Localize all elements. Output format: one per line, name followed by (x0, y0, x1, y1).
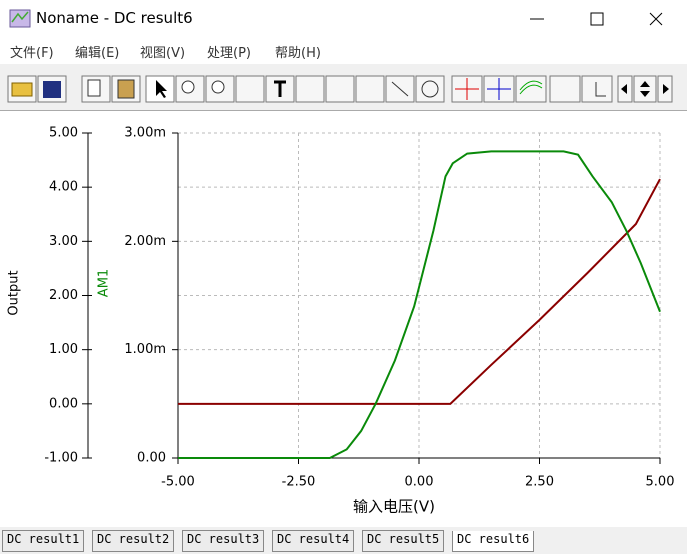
paste-icon (117, 79, 135, 99)
y-tick-label: 5.00 (49, 126, 78, 141)
tool-button[interactable] (325, 75, 355, 103)
tab[interactable]: DC result5 (362, 530, 445, 552)
y2-tick-label: 0.00 (137, 451, 166, 466)
tab[interactable]: DC result6 (452, 531, 535, 552)
scroll-arrows (621, 81, 669, 97)
circle-button[interactable] (415, 75, 445, 103)
y-axis-label: Output (7, 270, 22, 315)
tool-icon (595, 82, 606, 97)
copy-icon (87, 79, 101, 97)
tool-button[interactable] (295, 75, 325, 103)
toolbar (0, 66, 687, 111)
x-tick-label: 0.00 (405, 475, 434, 490)
y-tick-label: 0.00 (49, 396, 78, 411)
tool-button[interactable] (581, 75, 613, 103)
chart: 输入电压(V) Output AM1 -1.00 0.00 1.00 2.00 3.00… (0, 111, 687, 527)
menu-item[interactable]: 编辑(E) (75, 46, 120, 61)
grid-button[interactable] (235, 75, 265, 103)
curves-icon (519, 80, 543, 95)
cursor-icon (487, 78, 511, 100)
x-axis-label: 输入电压(V) (353, 498, 435, 516)
folder-icon (11, 82, 33, 97)
close-button[interactable] (649, 12, 663, 26)
x-tick-label: 5.00 (646, 475, 675, 490)
series-line (178, 178, 661, 405)
toolbar-icons (7, 75, 673, 103)
zoom-icon (211, 80, 225, 94)
series-line (178, 150, 661, 459)
y2-axis-label: AM1 (97, 269, 112, 297)
menu-item[interactable]: 视图(V) (140, 46, 186, 61)
app-icon-line (11, 11, 29, 23)
tab[interactable]: DC result2 (92, 530, 175, 552)
text-icon (274, 80, 286, 97)
app-icon (9, 9, 31, 28)
tool-button[interactable] (355, 75, 385, 103)
tab[interactable]: DC result1 (2, 530, 85, 552)
maximize-button[interactable] (590, 12, 604, 26)
tab-bar: DC result1 DC result2 DC result3 DC resu… (0, 528, 687, 554)
x-tick-label: 2.50 (525, 475, 554, 490)
disk-icon (43, 81, 61, 98)
y-tick-label: 2.00 (49, 288, 78, 303)
chart-background (0, 111, 687, 527)
tab[interactable]: DC result4 (272, 530, 355, 552)
y-tick-label: 1.00 (49, 342, 78, 357)
y-tick-label: -1.00 (44, 451, 78, 466)
zoom-icon (181, 80, 195, 94)
y2-tick-label: 1.00m (124, 342, 166, 357)
tab[interactable]: DC result3 (182, 530, 265, 552)
menu-item[interactable]: 文件(F) (10, 46, 54, 61)
title-bar: Noname - DC result6 (0, 0, 687, 38)
circle-icon (421, 80, 439, 98)
x-tick-label: -2.50 (282, 475, 316, 490)
y-tick-label: 3.00 (49, 234, 78, 249)
title-icons (9, 9, 663, 28)
menu-item[interactable]: 处理(P) (207, 46, 251, 61)
marker-button[interactable] (549, 75, 581, 103)
menu-item[interactable]: 帮助(H) (275, 46, 321, 61)
y2-tick-label: 3.00m (124, 126, 166, 141)
y-tick-label: 4.00 (49, 180, 78, 195)
window-title: Noname - DC result6 (36, 9, 193, 27)
line-icon (391, 81, 409, 97)
arrow-icon (156, 80, 167, 98)
y2-tick-label: 2.00m (124, 234, 166, 249)
cursor-icon (455, 78, 479, 100)
menu-bar: 文件(F) 编辑(E) 视图(V) 处理(P) 帮助(H) (0, 38, 687, 64)
x-tick-label: -5.00 (161, 475, 195, 490)
scroll-updown[interactable] (633, 75, 657, 103)
